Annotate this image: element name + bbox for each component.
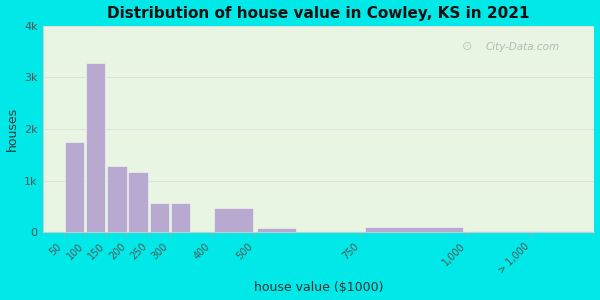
Title: Distribution of house value in Cowley, KS in 2021: Distribution of house value in Cowley, K… (107, 6, 530, 21)
Bar (107, 166, 127, 232)
Bar (149, 203, 169, 232)
Bar (86, 63, 106, 232)
Text: City-Data.com: City-Data.com (485, 41, 560, 52)
Bar (65, 142, 84, 232)
Bar (257, 228, 296, 232)
X-axis label: house value ($1000): house value ($1000) (254, 281, 383, 294)
Y-axis label: houses: houses (5, 107, 19, 151)
Bar (214, 208, 253, 232)
Bar (171, 203, 190, 232)
Bar (365, 227, 463, 232)
Bar (128, 172, 148, 232)
Bar (533, 231, 592, 232)
Text: ⊙: ⊙ (462, 40, 473, 53)
Bar (472, 231, 569, 232)
